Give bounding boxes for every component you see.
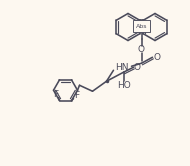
Text: Abs: Abs [136, 24, 147, 29]
Text: O: O [134, 63, 141, 72]
Text: HO: HO [117, 81, 130, 90]
Text: O: O [138, 45, 145, 54]
Text: F: F [74, 91, 79, 100]
Text: HN: HN [115, 63, 128, 72]
Text: F: F [53, 90, 58, 99]
Text: O: O [153, 53, 160, 62]
FancyBboxPatch shape [133, 20, 150, 32]
